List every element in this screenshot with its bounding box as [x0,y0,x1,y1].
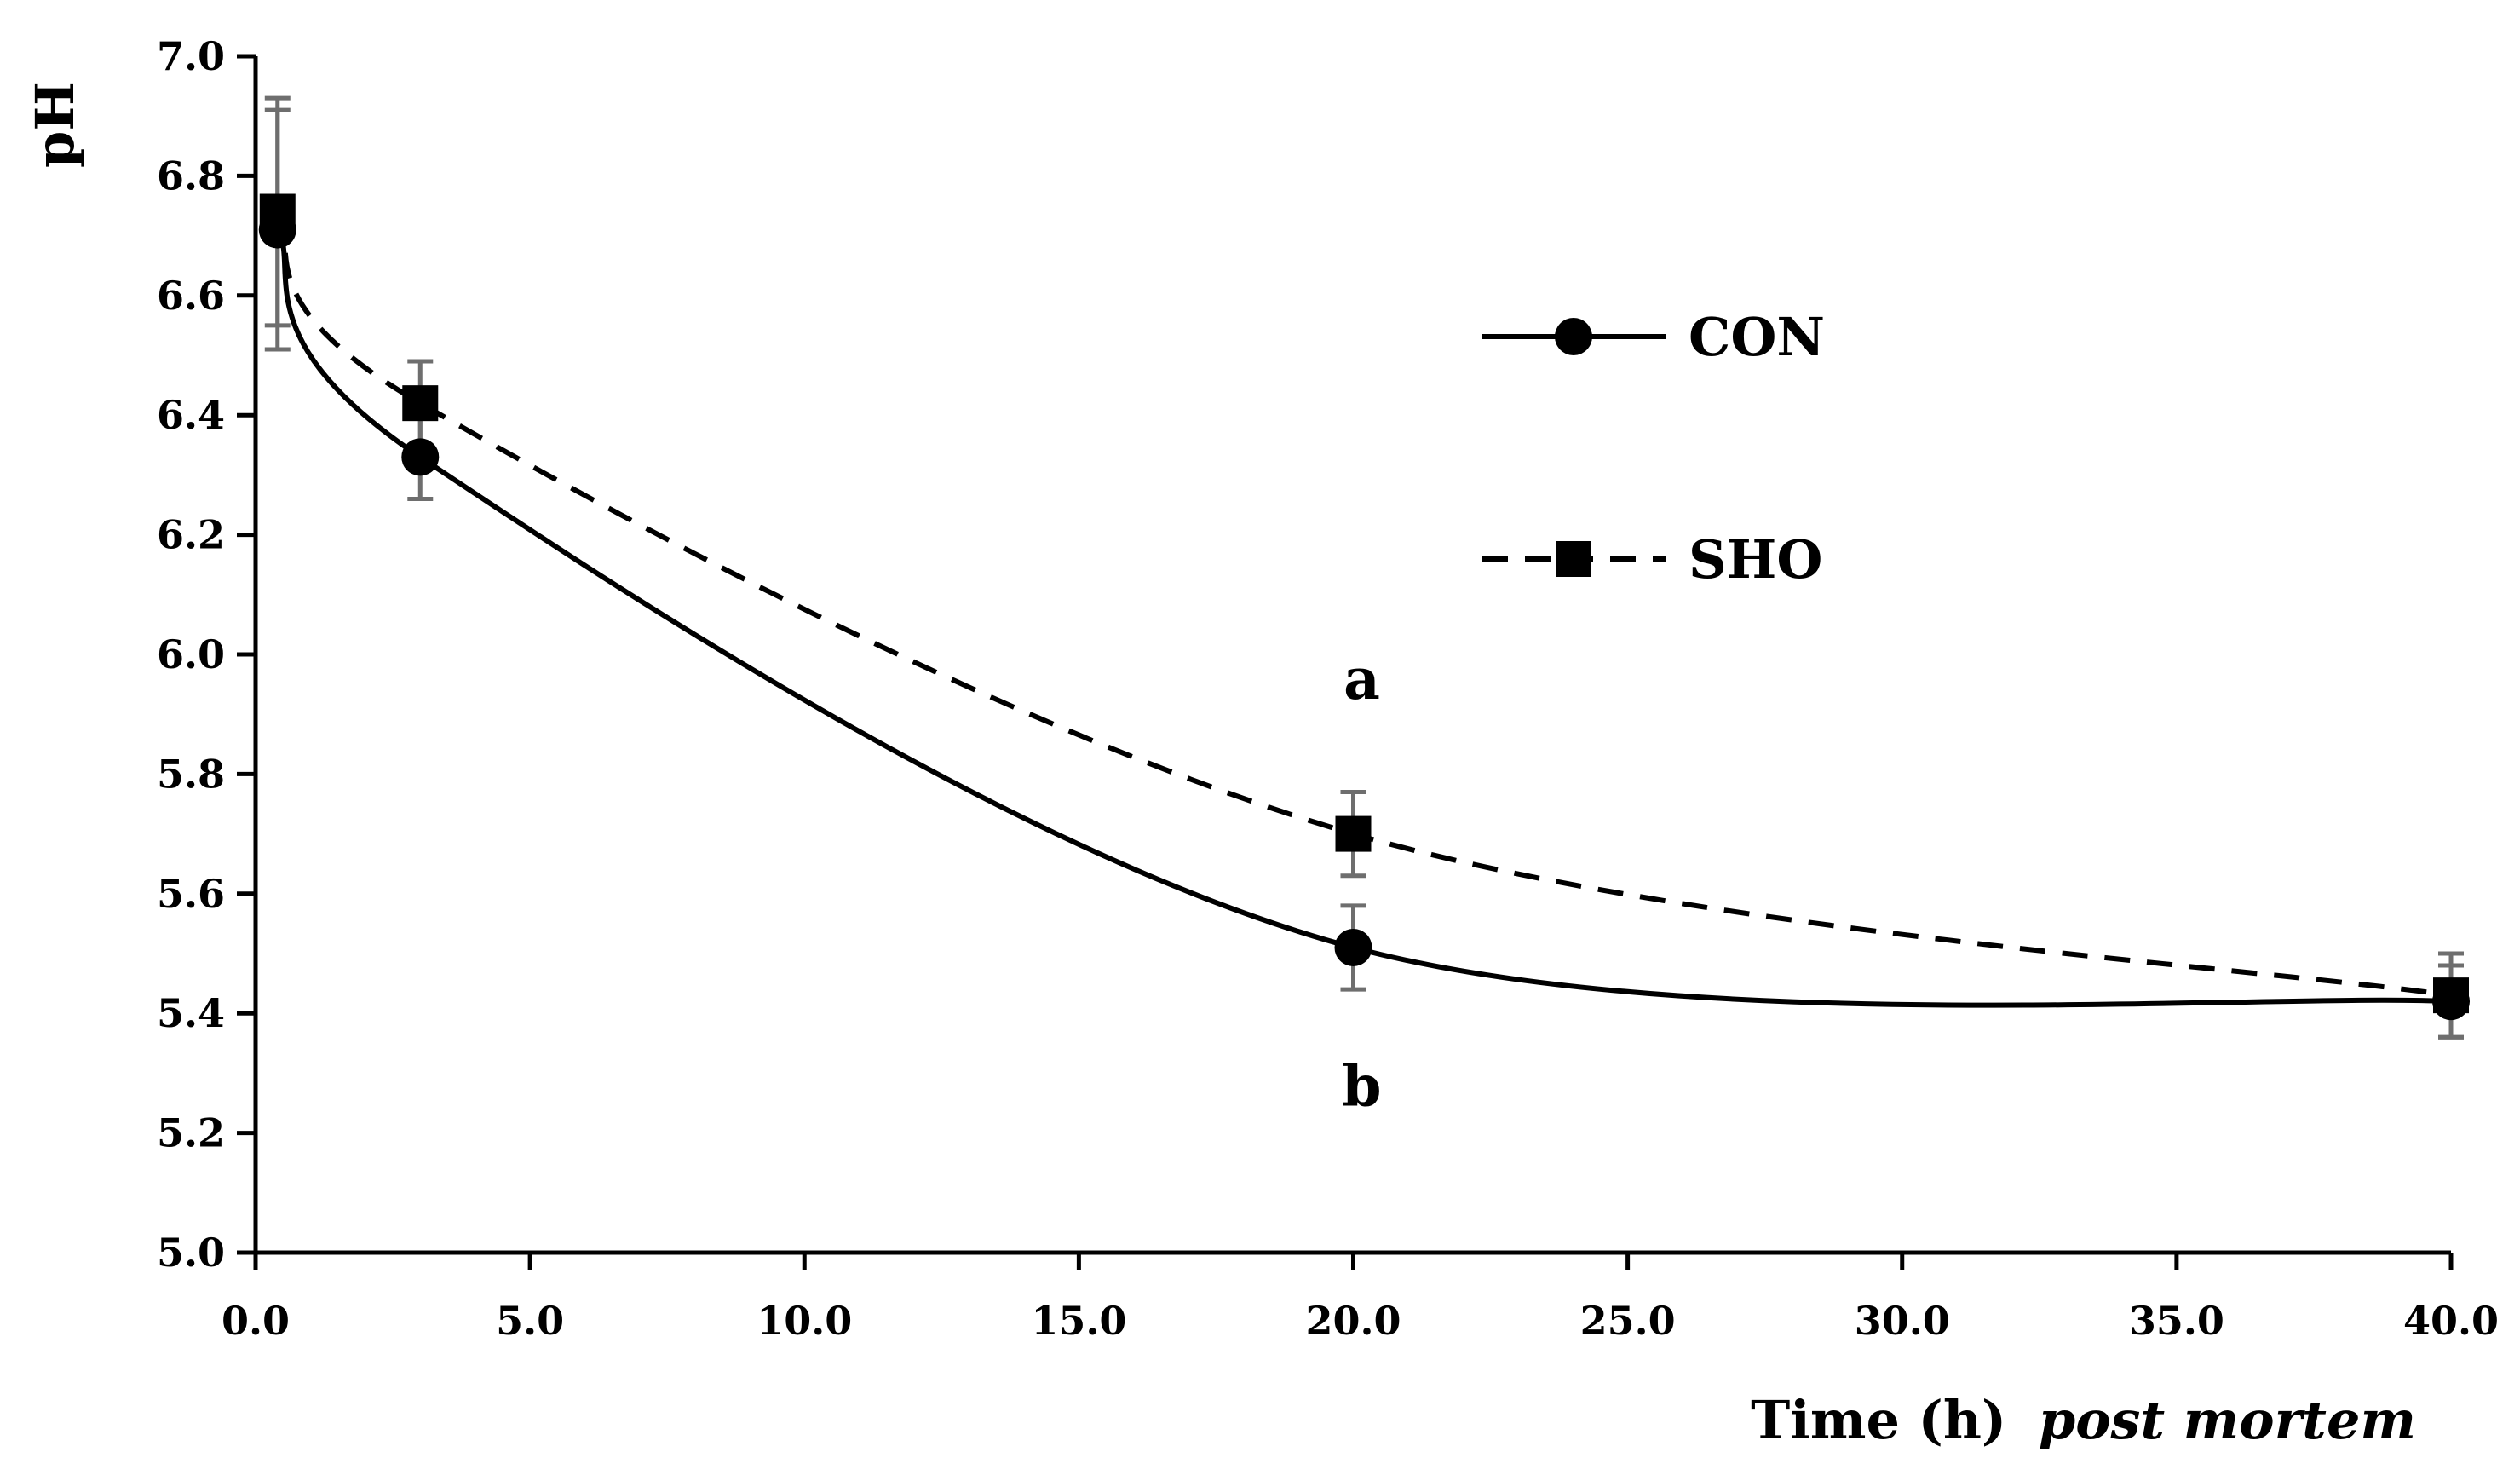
legend-marker-con [1555,318,1592,355]
legend-label-con: CON [1689,306,1825,368]
y-tick-label: 6.4 [157,392,225,438]
annotations: ab [1342,646,1381,1119]
legend-label-sho: SHO [1689,528,1822,591]
x-tick-label: 25.0 [1580,1298,1676,1344]
data-point-sho [259,193,296,230]
significance-label-a: a [1343,646,1380,712]
y-ticks: 5.0 5.2 5.4 5.6 5.8 6.0 6.2 6.4 6.6 6.8 7.0 [157,33,256,1276]
x-axis-title-italic: post mortem [2039,1389,2416,1451]
significance-label-b: b [1342,1052,1381,1119]
y-tick-label: 5.8 [157,751,225,797]
series-line-sho [275,210,2452,999]
y-tick-label: 5.2 [157,1110,225,1156]
y-tick-label: 5.6 [157,871,225,917]
data-point-con [1334,928,1372,966]
y-tick-label: 6.0 [157,631,225,677]
x-tick-label: 20.0 [1305,1298,1401,1344]
y-tick-label: 6.2 [157,512,225,558]
y-tick-label: 7.0 [157,33,225,79]
x-tick-label: 10.0 [757,1298,852,1344]
x-tick-label: 0.0 [222,1298,290,1344]
x-tick-label: 40.0 [2403,1298,2499,1344]
y-tick-label: 6.8 [157,153,225,199]
x-tick-label: 5.0 [496,1298,564,1344]
y-axis-title: pH [24,81,86,168]
x-tick-label: 15.0 [1031,1298,1126,1344]
legend: CON SHO [1482,306,1825,591]
axes: 5.0 5.2 5.4 5.6 5.8 6.0 6.2 6.4 6.6 6.8 7.0 0.0 5.0… [157,33,2499,1344]
series-layer [258,95,2470,1040]
y-tick-label: 5.0 [157,1230,225,1276]
y-tick-label: 5.4 [157,990,225,1036]
y-tick-label: 6.6 [157,273,225,319]
data-point-sho [2433,977,2469,1014]
x-ticks: 0.0 5.0 10.0 15.0 20.0 25.0 30.0 35.0 40.0 [222,1253,2499,1344]
x-axis-title-main: Time (h) [1751,1389,2006,1451]
x-tick-label: 30.0 [1855,1298,1950,1344]
data-point-con [401,438,440,476]
series-line-con [275,228,2452,1008]
data-point-sho [402,385,439,422]
x-axis-title: Time (h) post mortem [1751,1389,2416,1451]
x-tick-label: 35.0 [2129,1298,2224,1344]
error-bars-sho [264,95,2464,1040]
data-point-sho [1335,815,1372,852]
legend-marker-sho [1556,541,1591,577]
